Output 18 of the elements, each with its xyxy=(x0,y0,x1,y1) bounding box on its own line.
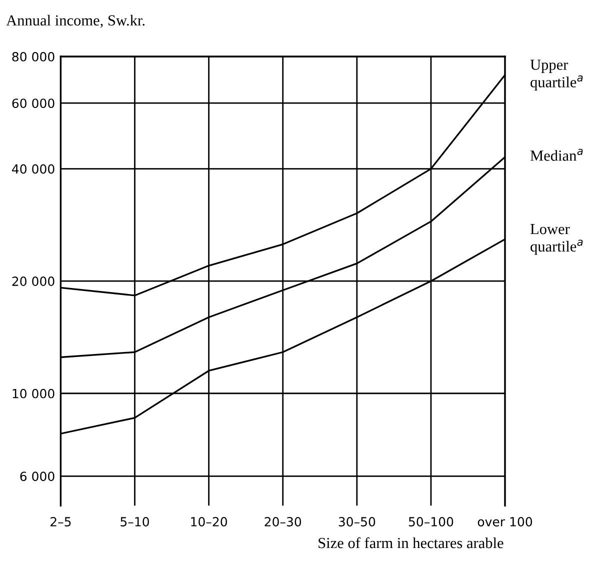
series-label: Upper quartile$^{a}$ xyxy=(530,60,583,90)
x-tick-label: 10–20 xyxy=(191,517,228,526)
y-axis-title: Annual income, Sw.kr. xyxy=(6,14,145,28)
y-tick-label: 60 000 xyxy=(12,98,54,108)
x-tick-label: 50–100 xyxy=(408,517,454,526)
x-tick-label: 5–10 xyxy=(120,517,149,526)
x-tick-label: 30–50 xyxy=(338,517,376,526)
series-label: Lower quartile$^{a}$ xyxy=(530,224,583,255)
y-tick-label: 80 000 xyxy=(12,52,54,62)
x-axis-title: Size of farm in hectares arable xyxy=(318,537,504,548)
series-label: Median$^{a}$ xyxy=(530,148,583,161)
y-tick-label: 20 000 xyxy=(12,276,54,286)
y-tick-label: 10 000 xyxy=(12,388,54,398)
x-tick-label: 20–30 xyxy=(264,517,302,526)
x-tick-label: 2–5 xyxy=(50,517,71,526)
x-tick-label: over 100 xyxy=(478,517,532,526)
y-tick-label: 40 000 xyxy=(12,164,54,174)
y-tick-label: 6 000 xyxy=(20,472,54,482)
